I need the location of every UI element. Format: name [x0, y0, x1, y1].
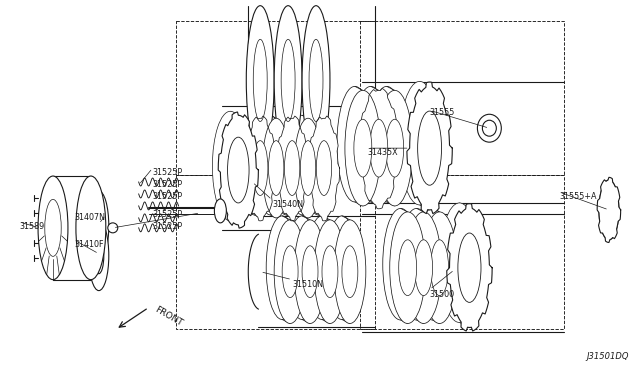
Text: 31555: 31555: [429, 108, 455, 117]
Ellipse shape: [399, 240, 417, 296]
Text: 31525P: 31525P: [152, 222, 183, 231]
Ellipse shape: [309, 39, 323, 122]
Ellipse shape: [256, 115, 284, 215]
Ellipse shape: [369, 86, 404, 202]
Text: 31407N: 31407N: [74, 213, 105, 222]
Ellipse shape: [108, 223, 118, 233]
Ellipse shape: [288, 115, 316, 215]
Ellipse shape: [89, 191, 109, 261]
Text: 31540N: 31540N: [272, 200, 303, 209]
Ellipse shape: [354, 119, 372, 177]
Polygon shape: [359, 89, 399, 209]
Ellipse shape: [45, 199, 61, 256]
Ellipse shape: [316, 141, 332, 195]
Ellipse shape: [266, 216, 298, 320]
Text: 31555+A: 31555+A: [559, 192, 596, 201]
Ellipse shape: [262, 118, 290, 218]
Ellipse shape: [418, 111, 442, 185]
Ellipse shape: [483, 120, 497, 136]
Ellipse shape: [322, 246, 338, 298]
Ellipse shape: [406, 212, 442, 324]
Ellipse shape: [240, 115, 268, 215]
Ellipse shape: [94, 208, 104, 244]
Ellipse shape: [302, 246, 318, 298]
Ellipse shape: [253, 39, 267, 122]
Polygon shape: [597, 177, 621, 243]
Ellipse shape: [334, 220, 366, 324]
Ellipse shape: [246, 6, 274, 155]
Ellipse shape: [300, 141, 316, 195]
Ellipse shape: [415, 240, 433, 296]
Ellipse shape: [314, 220, 346, 324]
Text: 31525P: 31525P: [152, 180, 183, 189]
Ellipse shape: [269, 141, 284, 195]
Text: 31525P: 31525P: [152, 192, 183, 201]
Ellipse shape: [38, 176, 68, 280]
Polygon shape: [276, 116, 308, 221]
Ellipse shape: [274, 6, 302, 155]
Ellipse shape: [94, 238, 104, 274]
Ellipse shape: [342, 246, 358, 298]
Text: J31501DQ: J31501DQ: [586, 352, 629, 361]
Ellipse shape: [212, 111, 248, 221]
Ellipse shape: [304, 115, 332, 215]
Ellipse shape: [599, 180, 619, 240]
Polygon shape: [407, 82, 452, 214]
Ellipse shape: [604, 194, 614, 226]
Ellipse shape: [400, 81, 440, 205]
Ellipse shape: [377, 90, 413, 206]
Text: 31500: 31500: [429, 290, 454, 299]
Ellipse shape: [274, 220, 306, 324]
Polygon shape: [308, 116, 340, 221]
Ellipse shape: [345, 90, 381, 206]
Ellipse shape: [294, 220, 326, 324]
Polygon shape: [447, 204, 492, 331]
Text: 31525P: 31525P: [152, 210, 183, 219]
Ellipse shape: [477, 114, 501, 142]
Text: FRONT: FRONT: [152, 305, 184, 328]
Ellipse shape: [458, 233, 481, 302]
Ellipse shape: [431, 240, 449, 296]
Ellipse shape: [281, 39, 295, 122]
Ellipse shape: [440, 203, 479, 323]
Ellipse shape: [326, 216, 358, 320]
Ellipse shape: [214, 199, 227, 223]
Ellipse shape: [284, 141, 300, 195]
Ellipse shape: [294, 118, 322, 218]
Ellipse shape: [370, 119, 388, 177]
Ellipse shape: [253, 141, 268, 195]
Ellipse shape: [228, 137, 249, 203]
Ellipse shape: [386, 119, 404, 177]
Ellipse shape: [89, 221, 109, 291]
Ellipse shape: [282, 246, 298, 298]
Ellipse shape: [390, 212, 426, 324]
Ellipse shape: [353, 86, 388, 202]
Text: 31589: 31589: [19, 222, 44, 231]
Ellipse shape: [302, 6, 330, 155]
Text: 31510N: 31510N: [292, 280, 323, 289]
Ellipse shape: [306, 216, 338, 320]
Ellipse shape: [399, 208, 435, 320]
Text: 31525P: 31525P: [152, 168, 183, 177]
Polygon shape: [244, 116, 276, 221]
Text: 31410F: 31410F: [74, 240, 104, 249]
Ellipse shape: [272, 115, 300, 215]
Ellipse shape: [337, 86, 373, 202]
Ellipse shape: [415, 208, 451, 320]
Text: 31435X: 31435X: [368, 148, 399, 157]
Ellipse shape: [422, 212, 458, 324]
Ellipse shape: [383, 208, 419, 320]
Ellipse shape: [76, 176, 106, 280]
Polygon shape: [218, 112, 259, 228]
Ellipse shape: [286, 216, 318, 320]
